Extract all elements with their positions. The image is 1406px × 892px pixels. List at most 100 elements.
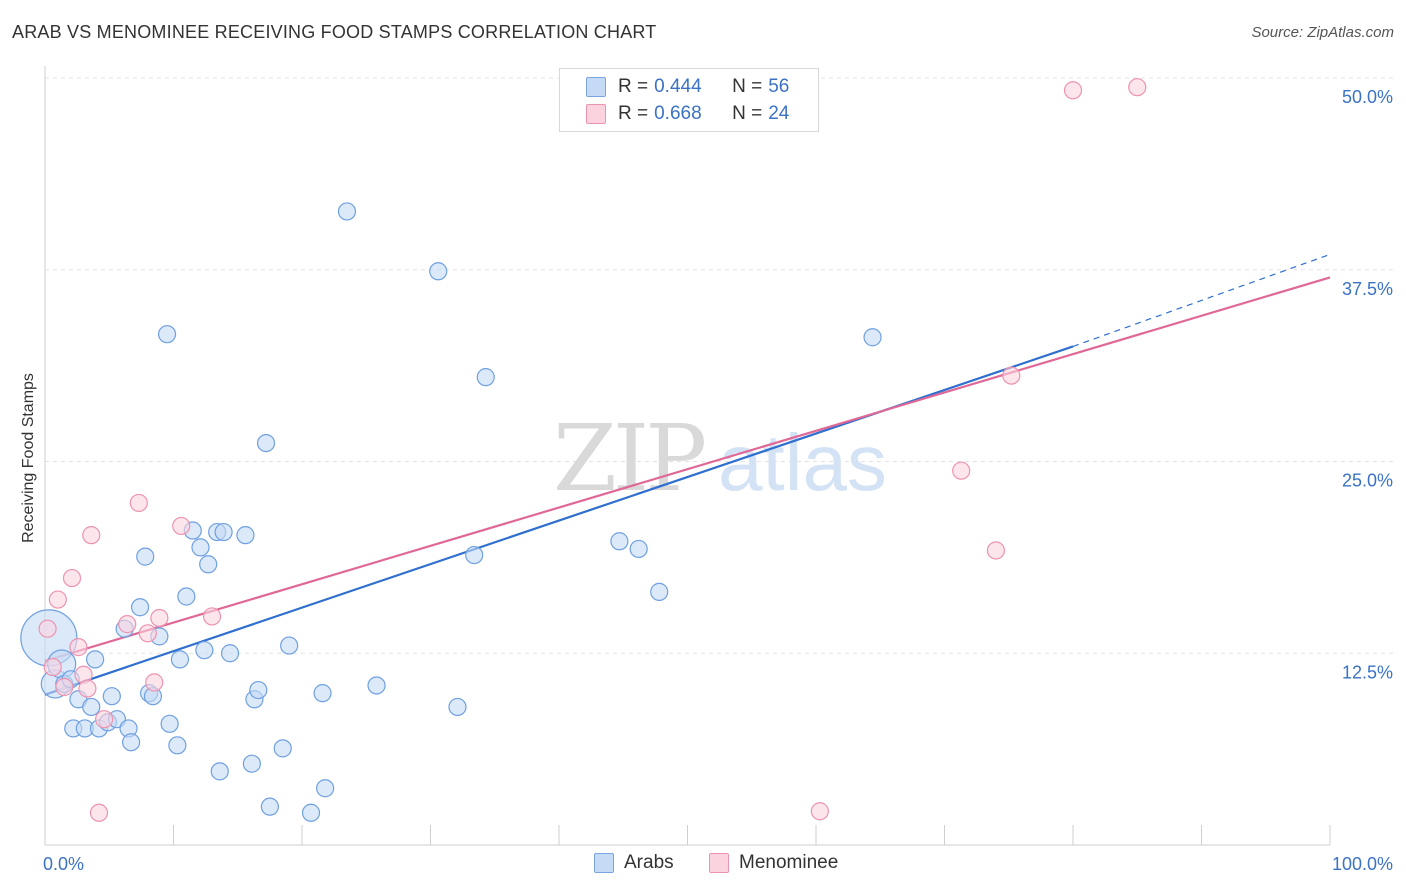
data-point xyxy=(1002,366,1021,385)
correlation-legend: R = 0.444 N = 56 R = 0.668 N = 24 xyxy=(559,68,819,132)
y-tick-label: 12.5% xyxy=(1342,662,1393,682)
data-point xyxy=(62,568,82,588)
y-tick-label: 50.0% xyxy=(1342,87,1393,107)
trend-line-extension xyxy=(1072,253,1331,348)
data-point xyxy=(157,325,177,344)
data-point xyxy=(986,541,1006,560)
data-point xyxy=(95,710,114,729)
data-point xyxy=(172,516,191,536)
data-point xyxy=(242,754,261,773)
data-point xyxy=(168,736,187,755)
data-point xyxy=(102,687,121,706)
data-point xyxy=(82,697,101,717)
data-point xyxy=(145,673,164,692)
legend-n-label: N = xyxy=(732,76,763,97)
data-point xyxy=(118,615,137,634)
legend-swatch-arabs xyxy=(586,77,606,97)
data-point xyxy=(236,526,255,545)
legend-row-menominee: R = 0.668 N = 24 xyxy=(586,102,789,126)
data-point xyxy=(650,582,669,601)
watermark: ZIP atlas xyxy=(553,405,887,512)
data-point xyxy=(214,522,233,542)
data-point xyxy=(82,526,101,545)
data-point xyxy=(191,538,210,557)
data-point xyxy=(863,328,882,347)
data-point xyxy=(260,797,279,816)
data-point xyxy=(952,461,971,480)
axes xyxy=(44,66,1331,846)
legend-item-menominee: Menominee xyxy=(709,852,838,874)
data-point xyxy=(138,624,157,643)
y-tick-label: 37.5% xyxy=(1342,279,1393,299)
data-point xyxy=(69,638,88,657)
data-point xyxy=(43,657,62,677)
data-point xyxy=(86,650,105,669)
data-points xyxy=(20,78,1147,822)
data-point xyxy=(256,433,276,453)
series-legend: Arabs Menominee xyxy=(0,852,1406,876)
data-point xyxy=(78,679,97,698)
data-point xyxy=(129,493,148,513)
legend-swatch-arabs xyxy=(594,853,614,873)
legend-r-value: 0.668 xyxy=(654,103,702,124)
trend-line xyxy=(44,276,1331,662)
legend-n-value: 24 xyxy=(768,103,790,124)
tick-labels: 12.5% 25.0% 37.5% 50.0% 0.0% 100.0% Receiving … xyxy=(20,87,1393,874)
data-point xyxy=(38,619,57,638)
data-point xyxy=(48,590,67,609)
data-point xyxy=(170,650,190,669)
legend-label-arabs: Arabs xyxy=(624,852,674,873)
data-point xyxy=(610,532,629,551)
watermark-zip: ZIP xyxy=(553,405,704,512)
data-point xyxy=(316,779,335,798)
data-point xyxy=(130,598,150,617)
legend-r-label: R = xyxy=(618,76,649,97)
data-point xyxy=(629,539,648,559)
data-point xyxy=(121,733,141,752)
data-point xyxy=(55,677,74,697)
x-tick-label: 0.0% xyxy=(43,854,84,874)
data-point xyxy=(429,262,448,281)
data-point xyxy=(1063,81,1083,100)
data-point xyxy=(160,714,179,733)
legend-label-menominee: Menominee xyxy=(739,852,839,873)
y-tick-label: 25.0% xyxy=(1342,471,1393,491)
data-point xyxy=(220,644,240,663)
data-point xyxy=(367,676,386,695)
trend-lines xyxy=(44,253,1331,696)
data-point xyxy=(476,368,495,387)
legend-r-label: R = xyxy=(618,103,649,124)
grid-lines xyxy=(45,77,1395,654)
data-point xyxy=(210,762,229,781)
data-point xyxy=(177,587,196,606)
data-point xyxy=(273,739,292,758)
source-label: Source: ZipAtlas.com xyxy=(1251,24,1394,41)
data-point xyxy=(465,545,484,565)
y-axis-label: Receiving Food Stamps xyxy=(20,373,37,543)
data-point xyxy=(202,607,222,626)
data-point xyxy=(89,803,109,822)
legend-n-value: 56 xyxy=(768,76,790,97)
watermark-atlas: atlas xyxy=(718,418,887,507)
legend-item-arabs: Arabs xyxy=(594,852,674,874)
data-point xyxy=(199,555,218,574)
legend-r-value: 0.444 xyxy=(654,76,702,97)
data-point xyxy=(136,547,155,566)
legend-swatch-menominee xyxy=(586,104,606,124)
legend-row-arabs: R = 0.444 N = 56 xyxy=(586,75,789,99)
data-point xyxy=(280,636,299,655)
legend-swatch-menominee xyxy=(709,853,729,873)
data-point xyxy=(195,641,214,660)
chart-title: ARAB VS MENOMINEE RECEIVING FOOD STAMPS … xyxy=(12,22,657,42)
x-tick-label: 100.0% xyxy=(1332,854,1393,874)
data-point xyxy=(337,202,357,221)
data-point xyxy=(249,680,268,700)
trend-line xyxy=(44,345,1074,696)
data-point xyxy=(448,697,467,717)
data-point xyxy=(301,803,321,822)
data-point xyxy=(1128,78,1147,97)
data-point xyxy=(150,608,169,628)
legend-n-label: N = xyxy=(732,103,763,124)
data-point xyxy=(313,684,332,703)
